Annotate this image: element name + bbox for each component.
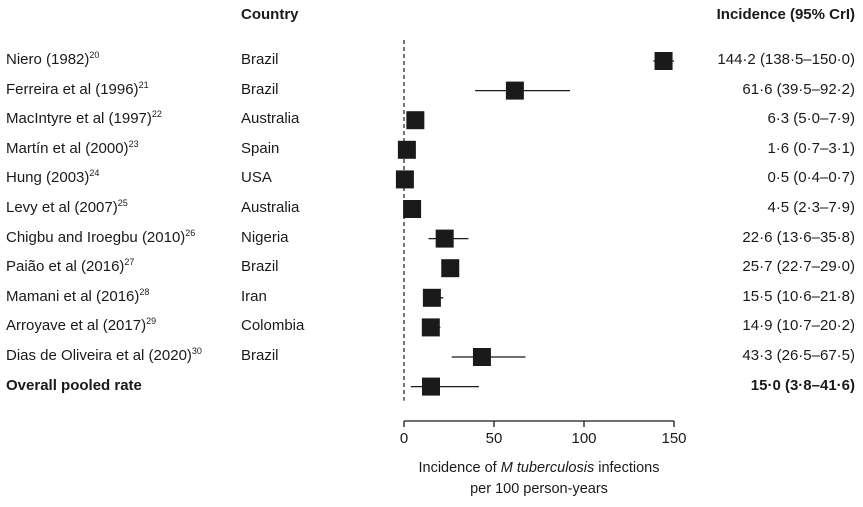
incidence-ci-label: 1·6 (0·7–3·1) [767, 139, 855, 157]
incidence-ci-label: 22·6 (13·6–35·8) [742, 228, 855, 246]
study-name: Chigbu and Iroegbu (2010) [6, 228, 186, 246]
reference-number: 28 [139, 286, 150, 297]
country-cell: Brazil [241, 51, 279, 68]
x-axis-label: Incidence of M tuberculosis infections [404, 458, 674, 478]
country-cell: Brazil [241, 347, 279, 364]
country-cell: Brazil [241, 258, 279, 276]
country-column-header: Country [241, 6, 299, 23]
study-row: Arroyave et al (2017)29 Colombia 14·9 (10·… [0, 315, 863, 339]
x-tick-label: 50 [486, 430, 503, 447]
incidence-ci-label: 0·5 (0·4–0·7) [767, 169, 855, 187]
pooled-row: Overall pooled rate 15·0 (3·8–41·6) [0, 375, 863, 399]
study-cell: Levy et al (2007)25 [6, 198, 128, 217]
incidence-ci-label: 61·6 (39·5–92·2) [742, 80, 855, 98]
reference-number: 30 [191, 346, 202, 356]
study-name: Arroyave et al (2017) [6, 317, 147, 335]
reference-number: 25 [117, 198, 128, 208]
country-cell: Spain [241, 139, 280, 157]
country-cell: Colombia [241, 317, 305, 335]
reference-number: 27 [124, 257, 135, 268]
incidence-ci-label: 15·0 (3·8–41·6) [750, 376, 855, 394]
reference-number: 24 [89, 168, 100, 179]
country-cell: Iran [241, 287, 267, 305]
x-axis-label-prefix: Incidence of [418, 460, 501, 476]
study-name: Mamani et al (2016) [6, 287, 140, 305]
study-name: MacIntyre et al (1997) [6, 110, 152, 128]
study-row: Mamani et al (2016)28 Iran 15·5 (10·6–21·8… [0, 286, 863, 310]
incidence-ci-label: 25·7 (22·7–29·0) [742, 258, 855, 276]
study-row: Chigbu and Iroegbu (2010)26 Nigeria 22·6 (… [0, 227, 863, 251]
incidence-column-header: Incidence (95% CrI) [716, 6, 855, 23]
study-cell: Dias de Oliveira et al (2020)30 [6, 346, 202, 365]
reference-number: 23 [128, 138, 139, 149]
study-row: Ferreira et al (1996)21 Brazil 61·6 (39·5–… [0, 79, 863, 103]
country-cell: Brazil [241, 80, 279, 98]
incidence-ci-label: 144·2 (138·5–150·0) [717, 51, 855, 68]
estimate-square [435, 229, 454, 248]
estimate-square [505, 81, 524, 100]
study-name: Levy et al (2007) [6, 199, 118, 216]
study-row: MacIntyre et al (1997)22 Australia 6·3 (5·… [0, 108, 863, 132]
study-cell: Mamani et al (2016)28 [6, 286, 150, 305]
study-row: Levy et al (2007)25 Australia 4·5 (2·3–7·9… [0, 197, 863, 221]
x-axis-label-suffix: infections [594, 460, 660, 476]
study-name: Ferreira et al (1996) [6, 80, 139, 98]
reference-number: 29 [146, 316, 157, 327]
study-name: Hung (2003) [6, 169, 90, 187]
study-cell: MacIntyre et al (1997)22 [6, 109, 162, 128]
study-name: Paião et al (2016) [6, 258, 125, 276]
country-cell: Nigeria [241, 228, 289, 246]
study-cell: Niero (1982)20 [6, 50, 100, 69]
estimate-square [397, 140, 416, 159]
incidence-ci-label: 6·3 (5·0–7·9) [767, 110, 855, 128]
incidence-ci-label: 43·3 (26·5–67·5) [742, 347, 855, 364]
estimate-square [422, 288, 441, 307]
study-cell: Martín et al (2000)23 [6, 138, 139, 157]
reference-number: 22 [151, 109, 162, 120]
pooled-estimate-square [422, 377, 440, 396]
study-cell: Ferreira et al (1996)21 [6, 79, 149, 98]
estimate-square [406, 111, 425, 130]
study-cell: Hung (2003)24 [6, 168, 100, 187]
estimate-square [421, 318, 440, 337]
estimate-square [441, 259, 460, 278]
x-axis-label-line2: per 100 person-years [470, 481, 608, 497]
study-cell: Chigbu and Iroegbu (2010)26 [6, 227, 196, 246]
study-name: Martín et al (2000) [6, 139, 129, 157]
country-cell: Australia [241, 199, 300, 216]
incidence-ci-label: 14·9 (10·7–20·2) [742, 317, 855, 335]
country-cell: Australia [241, 110, 300, 128]
x-tick-label: 100 [571, 430, 596, 447]
estimate-square [403, 200, 422, 218]
study-name: Overall pooled rate [6, 376, 142, 394]
study-row: Hung (2003)24 USA 0·5 (0·4–0·7) [0, 167, 863, 191]
study-row: Dias de Oliveira et al (2020)30 Brazil 43·… [0, 345, 863, 369]
x-axis-label-organism: M tuberculosis [500, 460, 595, 476]
incidence-ci-label: 4·5 (2·3–7·9) [767, 199, 855, 216]
estimate-square [654, 52, 673, 70]
estimate-square [395, 170, 414, 189]
estimate-square [472, 348, 491, 366]
study-row: Niero (1982)20 Brazil 144·2 (138·5–150·0) [0, 49, 863, 73]
incidence-ci-label: 15·5 (10·6–21·8) [742, 287, 855, 305]
x-tick-label: 150 [661, 430, 686, 447]
x-tick-label: 0 [400, 430, 408, 447]
study-cell: Paião et al (2016)27 [6, 257, 135, 276]
reference-number: 26 [185, 227, 196, 238]
reference-number: 20 [89, 50, 100, 60]
study-cell: Arroyave et al (2017)29 [6, 316, 157, 335]
reference-number: 21 [138, 79, 149, 90]
study-row: Paião et al (2016)27 Brazil 25·7 (22·7–29·… [0, 256, 863, 280]
study-name: Dias de Oliveira et al (2020) [6, 347, 192, 364]
country-cell: USA [241, 169, 272, 187]
study-name: Niero (1982) [6, 51, 90, 68]
study-row: Martín et al (2000)23 Spain 1·6 (0·7–3·1) [0, 138, 863, 162]
